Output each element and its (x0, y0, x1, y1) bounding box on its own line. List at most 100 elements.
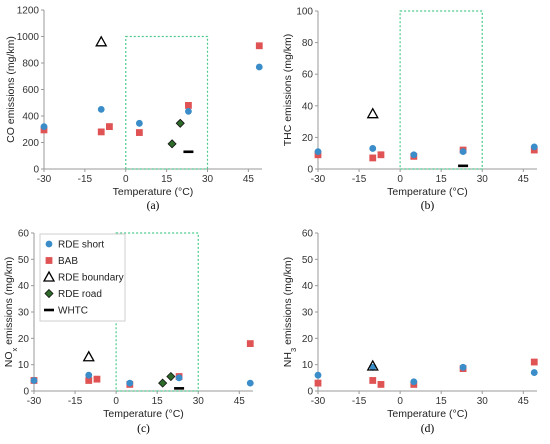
x-tick-label: 45 (234, 396, 246, 407)
rde-short-point (97, 105, 105, 113)
rde-short-point (30, 377, 38, 384)
y-axis-label-rest: emissions (mg/km) (282, 257, 294, 348)
test-window-box (115, 232, 199, 392)
x-tick-label: 45 (518, 174, 530, 185)
y-tick-label: 80 (302, 38, 314, 49)
x-tick-label: 30 (477, 174, 489, 185)
y-tick-label: 60 (302, 70, 314, 81)
rde-short-point (530, 143, 538, 151)
y-axis-label: NH3 emissions (mg/km) (282, 257, 298, 367)
legend-label: RDE road (58, 289, 102, 300)
test-window-box (399, 10, 483, 170)
y-tick-label: 0 (23, 387, 29, 398)
y-tick-label: 60 (18, 229, 30, 240)
x-tick-label: 0 (123, 174, 129, 185)
y-tick-label: 20 (302, 334, 314, 345)
x-tick-label: 45 (243, 174, 255, 185)
x-tick-label: 0 (397, 174, 403, 185)
y-tick-label: 50 (18, 255, 30, 266)
whtc-legend-marker (44, 308, 54, 312)
panel-label: (b) (421, 200, 435, 212)
rde-short-point (255, 63, 263, 71)
rde-road-point (158, 378, 168, 388)
x-tick-label: -15 (78, 174, 93, 185)
x-axis-label: Temperature (°C) (387, 408, 468, 420)
chart-panel-2: 0 20 40 60 80 100 -30 -15 0 15 30 45 Temperature (°C… (282, 7, 538, 212)
x-tick-label: -30 (311, 174, 326, 185)
x-tick-label: 15 (436, 174, 448, 185)
rde-short-point (175, 374, 183, 382)
whtc-point (174, 387, 185, 390)
bab-point (377, 151, 385, 159)
y-axis-label-sub: 3 (289, 348, 298, 352)
x-tick-label: 0 (113, 396, 119, 407)
rde-short-point (410, 151, 418, 159)
y-tick-label: 20 (18, 334, 30, 345)
y-tick-label: 20 (302, 133, 314, 144)
y-tick-label: 30 (302, 308, 314, 319)
y-tick-label: 0 (307, 165, 313, 176)
chart-panel-4: 0 10 20 30 40 50 60 -30 -15 0 15 30 45 Temperature (°… (282, 229, 538, 435)
rde-short-point (246, 379, 254, 387)
y-axis-label: THC emissions (mg/km) (282, 34, 294, 147)
bab-point (93, 375, 101, 383)
x-tick-label: 0 (397, 396, 403, 407)
y-axis-label-main: NH (282, 352, 294, 367)
whtc-point (183, 150, 194, 154)
rde-boundary-point (366, 107, 379, 119)
y-tick-label: 30 (18, 308, 30, 319)
x-axis-label: Temperature (°C) (103, 408, 184, 420)
rde-road-point (167, 139, 177, 149)
rde-short-point (314, 371, 322, 379)
bab-point (377, 381, 385, 388)
y-tick-label: 40 (18, 281, 30, 292)
panel-label: (d) (421, 423, 435, 435)
x-axis-label: Temperature (°C) (387, 186, 468, 198)
rde-short-point (410, 378, 418, 386)
y-tick-label: 60 (302, 229, 314, 240)
y-tick-label: 50 (302, 255, 314, 266)
bab-point (369, 154, 377, 162)
panel-label: (a) (147, 200, 160, 212)
y-tick-label: 200 (22, 138, 39, 149)
x-tick-label: -15 (352, 396, 367, 407)
x-tick-label: -15 (68, 396, 83, 407)
y-axis-label-sub: x (10, 348, 19, 352)
rde-short-point (126, 379, 134, 387)
y-axis-label: CO emissions (mg/km) (5, 36, 17, 143)
y-tick-label: 10 (302, 360, 314, 371)
rde-short-point (40, 123, 48, 130)
legend-label: RDE boundary (58, 273, 124, 284)
rde-boundary-point (95, 35, 108, 47)
rde-short-point (135, 119, 143, 127)
y-tick-label: 800 (22, 59, 39, 70)
bab-point (314, 379, 322, 387)
bab-point (530, 358, 538, 366)
x-tick-label: 15 (161, 174, 173, 185)
rde-boundary-point (82, 350, 95, 362)
x-tick-label: 15 (436, 396, 448, 407)
y-axis-label-rest: emissions (mg/km) (3, 257, 15, 348)
rde-road-point (166, 371, 176, 382)
y-tick-label: 0 (307, 387, 313, 398)
rde-short-point (369, 145, 377, 152)
y-tick-label: 600 (22, 85, 39, 96)
rde-boundary-legend-marker (42, 270, 56, 282)
y-axis-label: NOx emissions (mg/km) (3, 257, 19, 368)
rde-short-point (314, 148, 322, 156)
x-tick-label: -30 (311, 396, 326, 407)
panel-label: (c) (137, 423, 150, 435)
y-tick-label: 40 (302, 101, 314, 112)
bab-point (255, 42, 263, 50)
bab-point (246, 340, 254, 347)
legend-label: BAB (58, 256, 78, 267)
legend-box (39, 233, 126, 322)
bab-legend-marker (45, 257, 53, 264)
rde-road-point (175, 118, 185, 128)
x-tick-label: 45 (518, 396, 530, 407)
x-tick-label: 30 (477, 396, 489, 407)
y-tick-label: 1000 (17, 32, 40, 43)
rde-short-point (185, 107, 192, 115)
bab-point (135, 129, 143, 136)
